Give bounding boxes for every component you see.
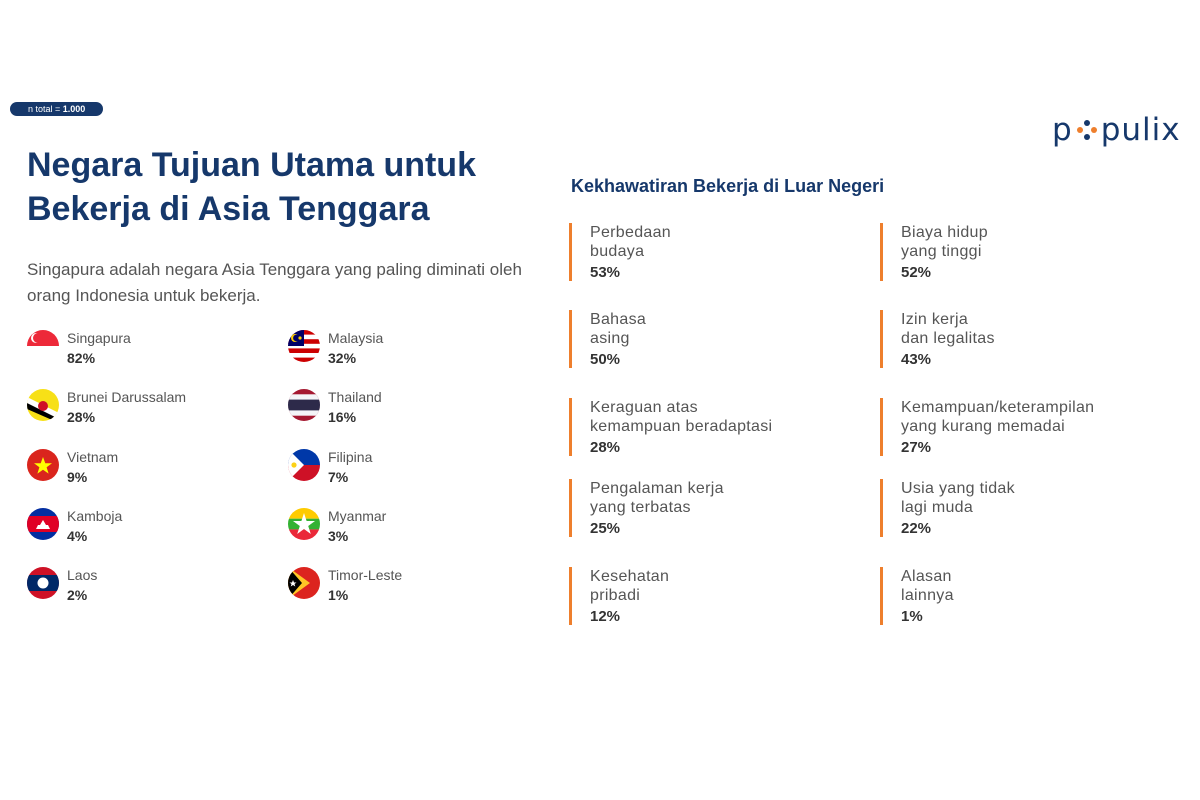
sample-size-value: 1.000 xyxy=(62,104,86,114)
logo-dots-icon xyxy=(1074,117,1100,143)
concern-item: Izin kerja dan legalitas 43% xyxy=(880,310,1181,368)
concern-label: Pengalaman kerja yang terbatas xyxy=(590,480,724,516)
country-name: Laos xyxy=(67,567,98,583)
concern-percent: 12% xyxy=(590,608,621,625)
country-name: Myanmar xyxy=(328,508,387,524)
sample-size-badge: n total = 1.000 xyxy=(10,102,104,116)
concern-label: Biaya hidup yang tinggi xyxy=(901,224,988,260)
concern-label: Usia yang tidak lagi muda xyxy=(901,480,1015,516)
concern-label: Keraguan atas kemampuan beradaptasi xyxy=(590,399,773,435)
concern-item: Bahasa asing 50% xyxy=(569,310,870,368)
vietnam-flag-icon xyxy=(27,449,59,481)
country-percent: 28% xyxy=(67,409,96,425)
country-name: Timor-Leste xyxy=(328,567,403,583)
concern-item: Usia yang tidak lagi muda 22% xyxy=(880,479,1181,537)
concern-percent: 28% xyxy=(590,439,621,456)
malaysia-flag-icon xyxy=(288,330,320,362)
country-name: Malaysia xyxy=(328,330,384,346)
country-percent: 2% xyxy=(67,587,88,603)
concern-label: Kemampuan/keterampilan yang kurang memad… xyxy=(901,399,1095,435)
concern-item: Kemampuan/keterampilan yang kurang memad… xyxy=(880,398,1181,456)
country-percent: 7% xyxy=(328,469,349,485)
myanmar-flag-icon xyxy=(288,508,320,540)
concern-percent: 1% xyxy=(901,608,923,625)
concern-label: Alasan lainnya xyxy=(901,568,954,604)
country-name: Filipina xyxy=(328,449,373,465)
concern-label: Bahasa asing xyxy=(590,311,647,347)
concerns-title: Kekhawatiran Bekerja di Luar Negeri xyxy=(571,176,885,196)
country-percent: 4% xyxy=(67,528,88,544)
logo-text-start: p xyxy=(1052,112,1073,148)
country-percent: 3% xyxy=(328,528,349,544)
country-name: Vietnam xyxy=(67,449,119,465)
country-item-thailand: Thailand 16% xyxy=(288,387,538,427)
country-item-timor-leste: Timor-Leste 1% xyxy=(288,565,538,605)
country-item-myanmar: Myanmar 3% xyxy=(288,506,538,546)
concern-percent: 43% xyxy=(901,351,932,368)
concern-item: Pengalaman kerja yang terbatas 25% xyxy=(569,479,870,537)
concern-percent: 25% xyxy=(590,520,621,537)
singapore-flag-icon xyxy=(27,330,59,362)
country-percent: 32% xyxy=(328,350,357,366)
philippines-flag-icon xyxy=(288,449,320,481)
country-name: Thailand xyxy=(328,389,382,405)
laos-flag-icon xyxy=(27,567,59,599)
country-percent: 16% xyxy=(328,409,357,425)
concern-percent: 50% xyxy=(590,351,621,368)
concern-item: Biaya hidup yang tinggi 52% xyxy=(880,223,1181,281)
country-item-vietnam: Vietnam 9% xyxy=(27,447,277,487)
page-title: Negara Tujuan Utama untuk Bekerja di Asi… xyxy=(27,146,476,228)
populix-logo: p pulix xyxy=(1052,112,1181,148)
country-item-brunei: Brunei Darussalam 28% xyxy=(27,387,277,427)
concern-percent: 27% xyxy=(901,439,932,456)
concern-item: Alasan lainnya 1% xyxy=(880,567,1181,625)
country-percent: 9% xyxy=(67,469,88,485)
country-percent: 82% xyxy=(67,350,96,366)
country-item-malaysia: Malaysia 32% xyxy=(288,328,538,368)
country-name: Singapura xyxy=(67,330,131,346)
page-subtitle: Singapura adalah negara Asia Tenggara ya… xyxy=(27,260,522,305)
cambodia-flag-icon xyxy=(27,508,59,540)
concern-label: Perbedaan budaya xyxy=(590,224,671,260)
concern-item: Kesehatan pribadi 12% xyxy=(569,567,870,625)
concern-percent: 53% xyxy=(590,264,621,281)
country-item-singapura: Singapura 82% xyxy=(27,328,277,368)
country-item-filipina: Filipina 7% xyxy=(288,447,538,487)
concern-label: Kesehatan pribadi xyxy=(590,568,670,604)
thailand-flag-icon xyxy=(288,389,320,421)
concern-label: Izin kerja dan legalitas xyxy=(901,311,995,347)
country-name: Brunei Darussalam xyxy=(67,389,187,405)
country-name: Kamboja xyxy=(67,508,123,524)
country-item-kamboja: Kamboja 4% xyxy=(27,506,277,546)
country-item-laos: Laos 2% xyxy=(27,565,277,605)
concern-percent: 52% xyxy=(901,264,932,281)
concern-item: Keraguan atas kemampuan beradaptasi 28% xyxy=(569,398,870,456)
sample-size-label: n total = xyxy=(28,104,63,114)
concern-item: Perbedaan budaya 53% xyxy=(569,223,870,281)
concern-percent: 22% xyxy=(901,520,932,537)
logo-text-end: pulix xyxy=(1100,112,1181,148)
brunei-flag-icon xyxy=(27,389,59,421)
timor-leste-flag-icon xyxy=(288,567,320,599)
country-percent: 1% xyxy=(328,587,349,603)
